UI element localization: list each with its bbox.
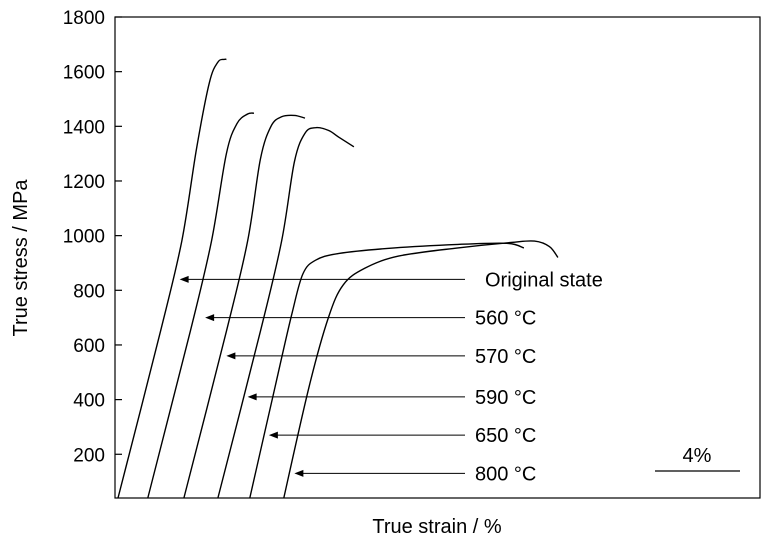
y-tick-label: 400 — [73, 391, 105, 412]
y-tick-label: 1800 — [63, 8, 105, 29]
scale-bar: 4% — [655, 445, 740, 472]
y-tick-label: 1600 — [63, 63, 105, 84]
annotation-label-3: 590 °C — [475, 387, 536, 409]
y-tick-label: 1000 — [63, 227, 105, 248]
y-tick-label: 1400 — [63, 117, 105, 138]
annotation-label-4: 650 °C — [475, 425, 536, 447]
series-curve-4 — [249, 242, 525, 499]
annotations: Original state 560 °C 570 °C 590 °C 650 °C 80… — [179, 269, 603, 485]
annotation-label-1: 560 °C — [475, 308, 536, 330]
y-axis-ticks: 200 400 600 800 1000 1200 1400 1600 1800 — [63, 8, 122, 466]
series-curve-1 — [147, 112, 255, 499]
y-tick-label: 200 — [73, 445, 105, 466]
axes-frame — [114, 16, 761, 499]
y-tick-label: 600 — [73, 336, 105, 357]
arrowhead — [268, 431, 278, 439]
x-axis-title: True strain / % — [372, 516, 502, 538]
series-curve-3 — [217, 126, 355, 499]
curves — [117, 58, 559, 499]
series-curve-2 — [183, 114, 306, 499]
arrowhead — [294, 469, 304, 477]
annotation-label-5: 800 °C — [475, 463, 536, 485]
arrowhead — [179, 275, 189, 283]
arrowhead — [247, 393, 257, 401]
plot-border — [114, 16, 761, 499]
series-curve-0 — [117, 58, 227, 499]
y-axis-title: True stress / MPa — [10, 179, 32, 337]
arrowhead — [226, 352, 236, 360]
y-tick-label: 800 — [73, 281, 105, 302]
arrowhead — [205, 314, 215, 322]
y-tick-label: 1200 — [63, 172, 105, 193]
annotation-label-2: 570 °C — [475, 346, 536, 368]
scale-bar-label: 4% — [683, 445, 712, 467]
annotation-label-0: Original state — [485, 269, 603, 291]
